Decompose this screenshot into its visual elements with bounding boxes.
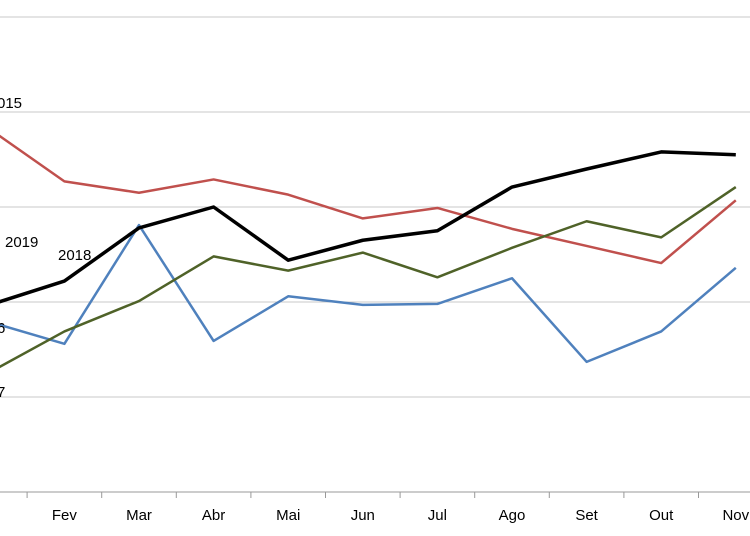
line-label: 015 [0, 95, 22, 112]
x-tick-label: Set [575, 507, 598, 524]
series-line [0, 134, 737, 265]
x-tick-label: Nov [722, 507, 749, 524]
line-label: 7 [0, 384, 5, 401]
x-tick-label: Ago [499, 507, 526, 524]
series-line [0, 186, 737, 369]
x-tick-label: Out [649, 507, 674, 524]
line-label: 6 [0, 320, 5, 337]
x-tick-label: Mai [276, 507, 300, 524]
x-tick-label: Jun [351, 507, 375, 524]
series-line [0, 223, 737, 364]
series-line [0, 150, 736, 304]
line-label: 2018 [58, 247, 91, 264]
line-label: 2019 [5, 234, 38, 251]
x-tick-label: Jul [428, 507, 447, 524]
x-tick-label: Fev [52, 507, 78, 524]
x-tick-label: Abr [202, 507, 225, 524]
x-tick-label: Mar [126, 507, 152, 524]
